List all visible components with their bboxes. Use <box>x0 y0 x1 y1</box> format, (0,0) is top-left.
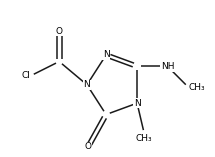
Text: N: N <box>134 99 140 108</box>
Text: CH₃: CH₃ <box>189 83 206 92</box>
Text: Cl: Cl <box>22 71 31 80</box>
Text: N: N <box>84 80 90 89</box>
Text: N: N <box>103 51 109 60</box>
Text: O: O <box>85 142 92 151</box>
Text: O: O <box>56 27 63 36</box>
Text: CH₃: CH₃ <box>136 134 153 143</box>
Text: NH: NH <box>161 62 174 71</box>
